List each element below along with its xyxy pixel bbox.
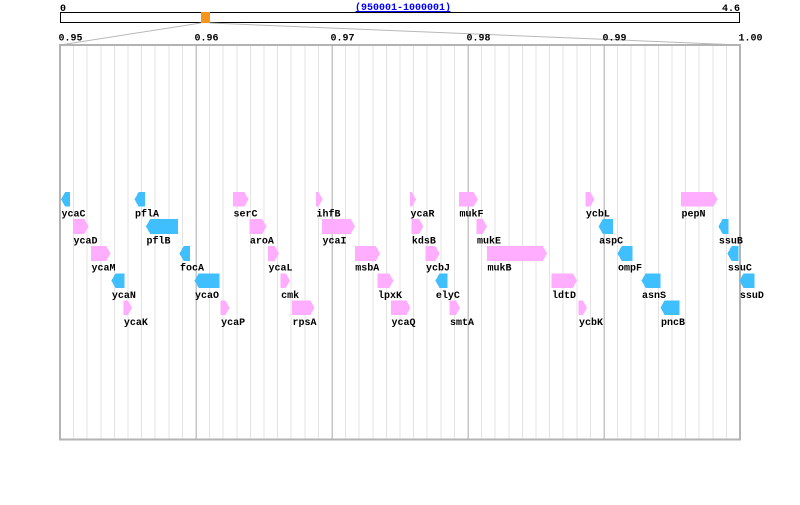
svg-text:ycaC: ycaC — [62, 210, 86, 221]
svg-text:ycaO: ycaO — [195, 291, 219, 302]
svg-text:0.98: 0.98 — [467, 34, 491, 45]
svg-text:0.96: 0.96 — [195, 34, 219, 45]
svg-text:pepN: pepN — [682, 210, 706, 221]
svg-text:0.95: 0.95 — [59, 34, 83, 45]
svg-text:0.99: 0.99 — [603, 34, 627, 45]
svg-text:1.00: 1.00 — [739, 34, 763, 45]
svg-text:ihfB: ihfB — [317, 209, 341, 221]
svg-text:smtA: smtA — [450, 318, 474, 329]
svg-text:serC: serC — [234, 210, 258, 221]
svg-text:ycbK: ycbK — [579, 317, 603, 329]
svg-text:0.97: 0.97 — [331, 34, 355, 45]
svg-text:aroA: aroA — [250, 237, 274, 248]
svg-text:elyC: elyC — [436, 290, 460, 302]
svg-text:cmk: cmk — [281, 290, 299, 302]
svg-text:(950001-1000001): (950001-1000001) — [355, 2, 451, 14]
svg-text:kdsB: kdsB — [412, 236, 436, 248]
svg-text:ycaL: ycaL — [269, 264, 293, 275]
svg-text:ycaK: ycaK — [124, 318, 148, 329]
svg-text:pflB: pflB — [147, 236, 171, 248]
svg-text:mukB: mukB — [488, 263, 512, 275]
svg-text:focA: focA — [180, 263, 204, 275]
svg-text:ycaD: ycaD — [74, 237, 98, 248]
svg-text:ssuB: ssuB — [719, 237, 743, 248]
svg-text:0: 0 — [60, 4, 66, 15]
svg-text:ycbJ: ycbJ — [426, 263, 450, 275]
svg-text:ycaQ: ycaQ — [392, 318, 416, 329]
svg-text:ompF: ompF — [618, 264, 642, 275]
svg-text:rpsA: rpsA — [293, 318, 317, 329]
svg-text:4.6: 4.6 — [722, 4, 740, 15]
svg-text:ycaP: ycaP — [221, 318, 245, 329]
svg-text:ldtD: ldtD — [552, 290, 576, 302]
svg-text:lpxK: lpxK — [378, 290, 402, 302]
svg-text:ssuC: ssuC — [728, 264, 752, 275]
svg-text:ycaR: ycaR — [411, 210, 435, 221]
svg-text:pflA: pflA — [135, 209, 159, 221]
svg-text:pncB: pncB — [661, 318, 685, 329]
svg-text:ycaI: ycaI — [323, 237, 347, 248]
svg-text:aspC: aspC — [599, 237, 623, 248]
svg-text:msbA: msbA — [355, 263, 379, 275]
svg-text:mukF: mukF — [460, 209, 484, 221]
svg-text:ycaM: ycaM — [92, 264, 116, 275]
svg-text:ssuD: ssuD — [740, 291, 764, 302]
svg-text:mukE: mukE — [477, 236, 501, 248]
svg-text:asnS: asnS — [642, 291, 666, 302]
svg-text:ycbL: ycbL — [586, 209, 610, 221]
svg-text:ycaN: ycaN — [112, 291, 136, 302]
